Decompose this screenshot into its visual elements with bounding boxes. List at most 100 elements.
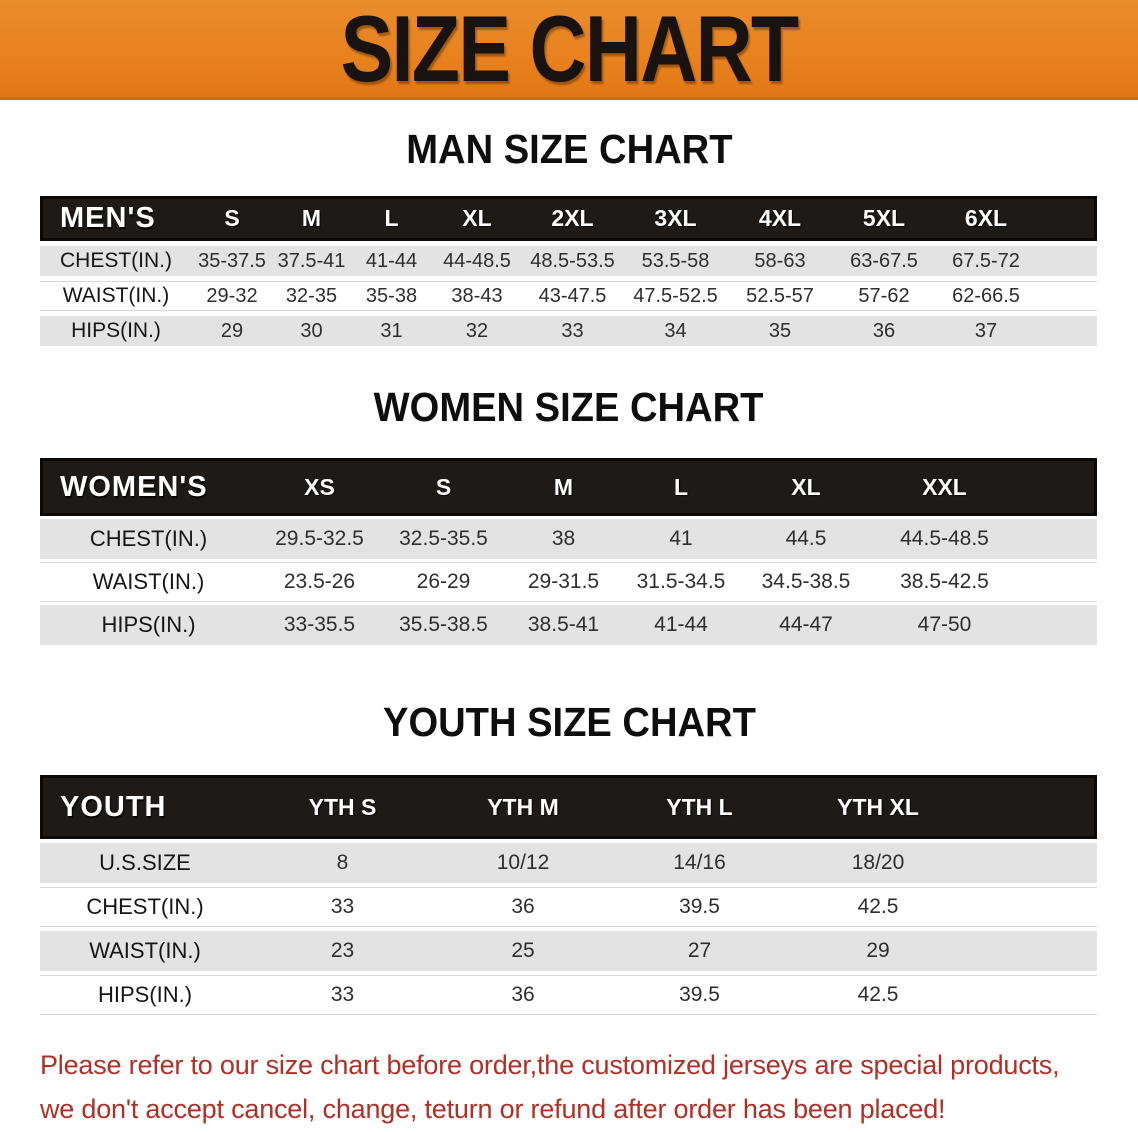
row-label: WAIST(IN.)	[62, 284, 170, 307]
size-value: 38.5-42.5	[900, 570, 989, 593]
women-size-header: XL	[791, 473, 821, 500]
men-size-header: S	[224, 205, 240, 231]
youth-hips-row: HIPS(IN.) 33 36 39.5 42.5	[40, 975, 1097, 1015]
size-value: 63-67.5	[850, 249, 918, 272]
size-chart-banner: SIZE CHART	[0, 0, 1138, 100]
size-value: 39.5	[679, 895, 720, 918]
size-value: 67.5-72	[952, 249, 1020, 272]
man-section-heading-wrap: MAN SIZE CHART	[0, 128, 1138, 170]
size-value: 52.5-57	[746, 284, 814, 307]
men-size-header: 5XL	[862, 205, 906, 231]
size-value: 48.5-53.5	[530, 249, 615, 272]
row-label: CHEST(IN.)	[86, 894, 204, 919]
size-value: 44.5-48.5	[900, 527, 989, 550]
size-value: 38.5-41	[527, 613, 600, 636]
size-value: 29-32	[206, 284, 258, 307]
size-value: 36	[872, 319, 896, 342]
page-title: SIZE CHART	[340, 0, 800, 101]
size-value: 32	[465, 319, 489, 342]
size-value: 36	[511, 983, 535, 1006]
size-value: 29-31.5	[527, 570, 600, 593]
row-label: HIPS(IN.)	[101, 612, 196, 637]
size-value: 31.5-34.5	[636, 570, 726, 593]
size-value: 29	[866, 939, 890, 962]
size-value: 41	[669, 527, 693, 550]
size-value: 8	[336, 851, 349, 874]
size-value: 44.5	[785, 527, 827, 550]
size-value: 62-66.5	[952, 284, 1020, 307]
women-size-table: WOMEN'S XS S M L XL XXL CHEST(IN.) 29.5-…	[40, 458, 1097, 645]
men-waist-row: WAIST(IN.) 29-32 32-35 35-38 38-43 43-47…	[40, 281, 1097, 311]
youth-corner-label: YOUTH	[60, 790, 167, 823]
women-size-header: XXL	[922, 473, 967, 500]
youth-size-header: YTH XL	[837, 793, 919, 820]
size-value: 23	[330, 939, 355, 962]
women-chest-row: CHEST(IN.) 29.5-32.5 32.5-35.5 38 41 44.…	[40, 519, 1097, 559]
size-value: 47.5-52.5	[633, 284, 718, 307]
youth-waist-row: WAIST(IN.) 23 25 27 29	[40, 931, 1097, 971]
row-label: WAIST(IN.)	[89, 938, 201, 963]
disclaimer: Please refer to our size chart before or…	[40, 1043, 1138, 1131]
size-value: 36	[511, 895, 535, 918]
women-section-heading: WOMEN SIZE CHART	[374, 384, 764, 430]
women-size-header: XS	[304, 473, 335, 500]
women-hips-row: HIPS(IN.) 33-35.5 35.5-38.5 38.5-41 41-4…	[40, 605, 1097, 645]
women-size-header: S	[435, 473, 452, 500]
man-section-heading: MAN SIZE CHART	[405, 126, 733, 172]
women-size-header: M	[553, 473, 574, 500]
size-value: 33	[561, 319, 584, 342]
size-value: 32-35	[285, 284, 338, 307]
size-value: 35-38	[365, 284, 418, 307]
men-size-header: 3XL	[654, 205, 697, 231]
size-value: 42.5	[857, 983, 899, 1006]
row-label: CHEST(IN.)	[89, 526, 208, 551]
size-value: 29	[220, 319, 244, 342]
size-value: 41-44	[654, 613, 708, 636]
youth-size-header: YTH S	[308, 793, 377, 820]
size-value: 35	[768, 319, 792, 342]
women-size-header: L	[673, 473, 689, 500]
size-value: 33-35.5	[283, 613, 356, 636]
row-label: CHEST(IN.)	[60, 249, 172, 272]
men-corner-label: MEN'S	[60, 202, 156, 234]
disclaimer-line-2: we don't accept cancel, change, teturn o…	[40, 1094, 946, 1124]
size-value: 10/12	[496, 851, 550, 874]
youth-table-header: YOUTH YTH S YTH M YTH L YTH XL	[40, 775, 1097, 839]
size-value: 38-43	[451, 284, 503, 307]
row-label: U.S.SIZE	[99, 850, 191, 875]
men-size-header: M	[301, 205, 322, 231]
disclaimer-line-1: Please refer to our size chart before or…	[40, 1050, 1060, 1080]
men-hips-row: HIPS(IN.) 29 30 31 32 33 34 35 36 37	[40, 316, 1097, 346]
size-value: 33	[330, 895, 355, 918]
size-value: 29.5-32.5	[275, 527, 364, 550]
youth-size-header: YTH M	[487, 793, 559, 820]
size-value: 14/16	[673, 851, 726, 874]
size-value: 53.5-58	[641, 249, 710, 272]
women-table-header: WOMEN'S XS S M L XL XXL	[40, 458, 1097, 516]
row-label: HIPS(IN.)	[71, 319, 161, 342]
size-value: 18/20	[851, 851, 905, 874]
size-value: 37.5-41	[277, 249, 346, 272]
size-value: 47-50	[917, 613, 972, 636]
women-waist-row: WAIST(IN.) 23.5-26 26-29 29-31.5 31.5-34…	[40, 562, 1097, 602]
size-value: 33	[330, 983, 355, 1006]
row-label: WAIST(IN.)	[92, 569, 205, 594]
men-size-header: L	[384, 205, 399, 231]
size-value: 37	[974, 319, 998, 342]
size-value: 30	[300, 319, 323, 342]
men-table-header: MEN'S S M L XL 2XL 3XL 4XL 5XL 6XL	[40, 196, 1097, 241]
size-value: 27	[687, 939, 712, 962]
youth-size-table: YOUTH YTH S YTH M YTH L YTH XL U.S.SIZE …	[40, 775, 1097, 1015]
men-size-header: 2XL	[551, 205, 594, 231]
size-value: 25	[511, 939, 535, 962]
youth-chest-row: CHEST(IN.) 33 36 39.5 42.5	[40, 887, 1097, 927]
youth-section-heading: YOUTH SIZE CHART	[382, 699, 756, 745]
women-section-heading-wrap: WOMEN SIZE CHART	[0, 386, 1138, 428]
men-chest-row: CHEST(IN.) 35-37.5 37.5-41 41-44 44-48.5…	[40, 246, 1097, 276]
men-size-header: 6XL	[964, 205, 1008, 231]
size-value: 31	[380, 319, 403, 342]
women-corner-label: WOMEN'S	[60, 470, 208, 503]
size-value: 23.5-26	[283, 570, 356, 593]
size-value: 34	[664, 319, 687, 342]
